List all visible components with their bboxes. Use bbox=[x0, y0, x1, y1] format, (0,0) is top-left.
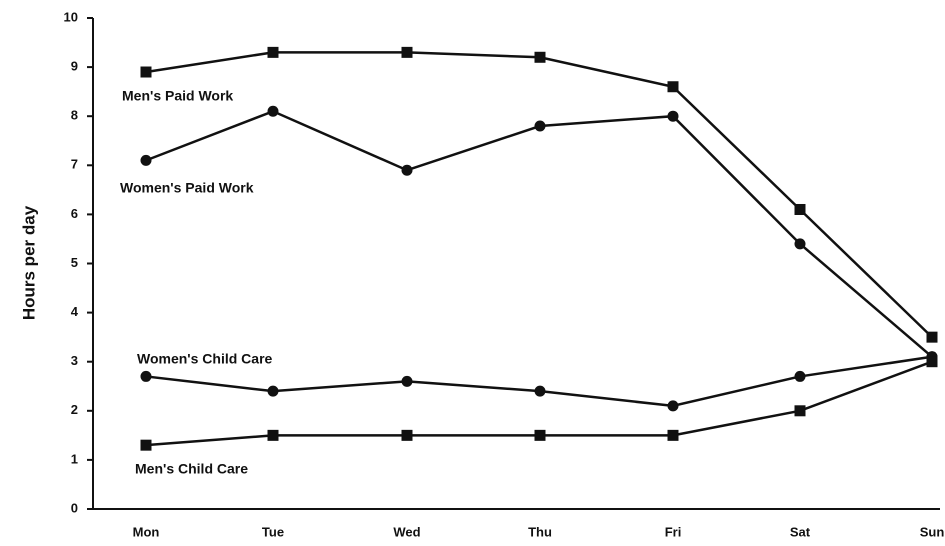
x-tick-label: Mon bbox=[133, 524, 160, 539]
marker bbox=[926, 356, 938, 368]
marker bbox=[267, 105, 279, 117]
marker bbox=[794, 238, 806, 250]
x-tick-label: Sat bbox=[790, 524, 811, 539]
marker bbox=[926, 331, 938, 343]
marker bbox=[140, 439, 152, 451]
marker bbox=[401, 375, 413, 387]
marker bbox=[401, 429, 413, 441]
marker bbox=[794, 203, 806, 215]
marker bbox=[267, 46, 279, 58]
marker bbox=[667, 429, 679, 441]
marker bbox=[667, 400, 679, 412]
y-tick-label: 0 bbox=[71, 500, 78, 515]
y-tick-label: 2 bbox=[71, 402, 78, 417]
series-line bbox=[145, 51, 933, 339]
y-tick-label: 4 bbox=[71, 304, 79, 319]
y-tick-label: 9 bbox=[71, 59, 78, 74]
x-tick-label: Tue bbox=[262, 524, 284, 539]
y-tick-label: 1 bbox=[71, 451, 78, 466]
marker bbox=[140, 66, 152, 78]
marker bbox=[534, 429, 546, 441]
marker bbox=[267, 429, 279, 441]
marker bbox=[534, 120, 546, 132]
series-label: Women's Child Care bbox=[137, 351, 273, 367]
series-line bbox=[145, 109, 933, 358]
marker bbox=[401, 164, 413, 176]
marker bbox=[140, 370, 152, 382]
marker bbox=[401, 46, 413, 58]
marker bbox=[667, 81, 679, 93]
x-tick-label: Sun bbox=[920, 524, 945, 539]
y-tick-label: 10 bbox=[64, 9, 78, 24]
marker bbox=[140, 154, 152, 166]
marker bbox=[534, 51, 546, 63]
marker bbox=[794, 370, 806, 382]
y-axis-label: Hours per day bbox=[19, 205, 38, 320]
marker bbox=[267, 385, 279, 397]
series-label: Men's Paid Work bbox=[122, 88, 233, 104]
y-tick-label: 5 bbox=[71, 255, 78, 270]
series-label: Men's Child Care bbox=[135, 461, 248, 477]
x-tick-label: Wed bbox=[393, 524, 420, 539]
x-tick-label: Thu bbox=[528, 524, 552, 539]
y-tick-label: 3 bbox=[71, 353, 78, 368]
x-tick-label: Fri bbox=[665, 524, 682, 539]
y-tick-label: 8 bbox=[71, 108, 78, 123]
marker bbox=[667, 110, 679, 122]
marker bbox=[534, 385, 546, 397]
marker bbox=[794, 405, 806, 417]
series-label: Women's Paid Work bbox=[120, 180, 254, 196]
y-tick-label: 7 bbox=[71, 157, 78, 172]
y-tick-label: 6 bbox=[71, 206, 78, 221]
